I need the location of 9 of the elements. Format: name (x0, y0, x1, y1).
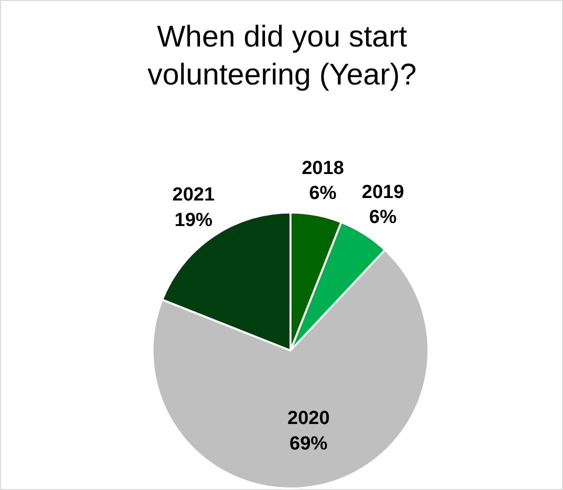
slice-label: 2018 (302, 158, 344, 179)
slice-label: 2020 (287, 408, 330, 430)
slice-label: 2021 (172, 184, 216, 206)
data-label: 69% (290, 433, 328, 454)
data-label: 19% (174, 210, 213, 231)
data-label: 6% (369, 206, 397, 228)
chart-title: When did you start volunteering (Year)? (147, 20, 417, 92)
slice-label: 2019 (362, 182, 404, 203)
data-label: 6% (309, 183, 337, 204)
